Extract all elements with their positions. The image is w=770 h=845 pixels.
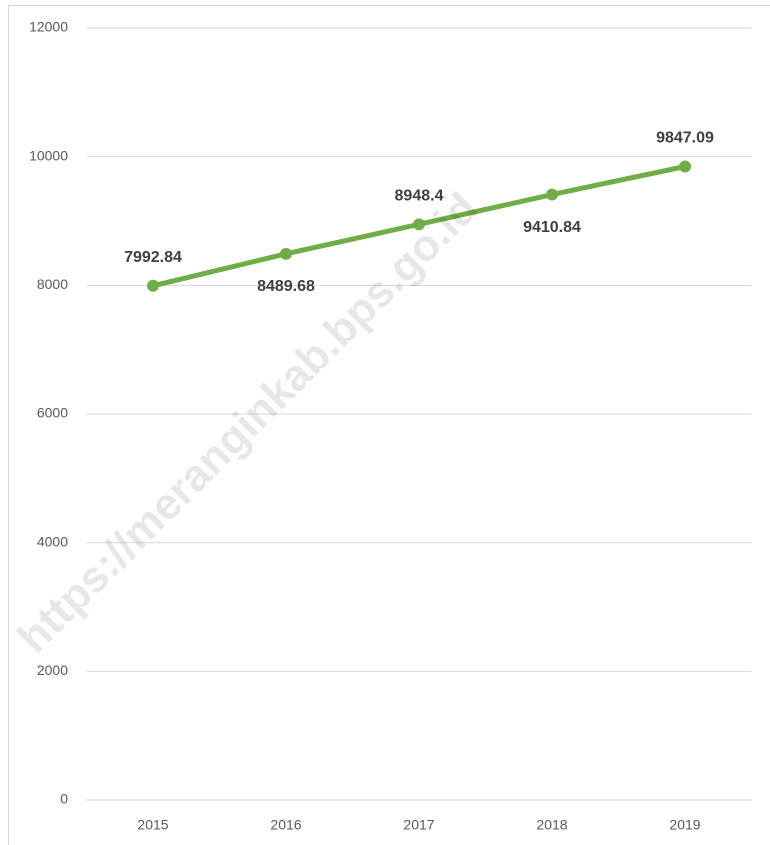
x-tick-label: 2017 xyxy=(403,817,434,833)
point xyxy=(413,218,425,231)
value-label: 7992.84 xyxy=(124,249,182,266)
point xyxy=(280,247,292,260)
x-tick-label: 2018 xyxy=(536,817,567,833)
y-tick-label: 8000 xyxy=(37,276,68,292)
x-tick-label: 2015 xyxy=(137,817,168,833)
y-tick-label: 6000 xyxy=(37,405,68,421)
point xyxy=(147,279,159,292)
value-label: 8489.68 xyxy=(257,278,315,295)
y-tick-label: 0 xyxy=(60,791,68,807)
y-tick-label: 12000 xyxy=(29,19,68,35)
value-label: 9847.09 xyxy=(656,130,714,147)
plot-area: 0 2000 4000 6000 8000 10000 12000 2015 2016 2017 2… xyxy=(29,19,752,833)
y-tick-label: 10000 xyxy=(29,147,68,163)
x-tick-label: 2019 xyxy=(669,817,700,833)
value-label: 8948.4 xyxy=(395,188,444,205)
chart-frame xyxy=(8,5,770,845)
value-label: 9410.84 xyxy=(523,219,581,236)
point xyxy=(546,188,558,201)
x-tick-label: 2016 xyxy=(270,817,301,833)
y-tick-label: 2000 xyxy=(37,662,68,678)
y-tick-label: 4000 xyxy=(37,533,68,549)
point xyxy=(679,160,691,173)
watermark: https://meranginkab.bps.go.id xyxy=(9,184,488,663)
